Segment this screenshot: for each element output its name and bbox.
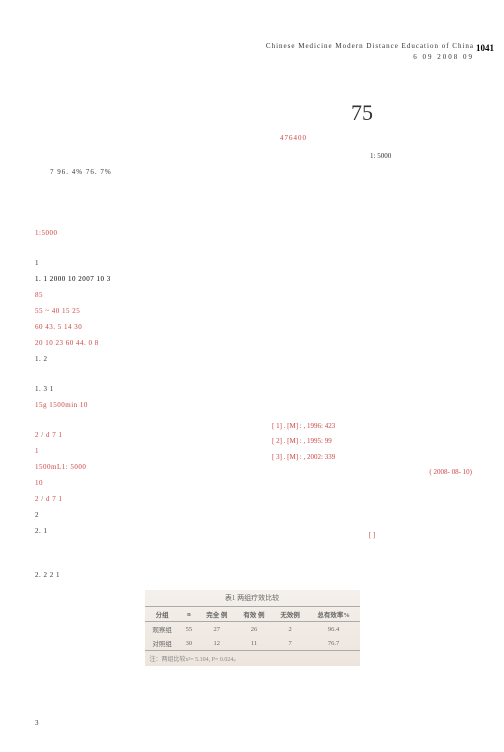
results-table: 分组 n 完全 例 有效 例 无效例 总有效率% 观察组 55 27 26 2 … [145, 606, 360, 651]
section-1: 1 [35, 256, 245, 270]
page-number: 1041 [476, 43, 494, 53]
table-row: 对照组 30 12 11 7 76.7 [145, 636, 360, 651]
issue-info: 6 09 2008 09 [413, 53, 474, 61]
table-footnote: 注：两组比较x²= 5.104, P= 0.024。 [145, 651, 360, 666]
journal-header: Chinese Medicine Modern Distance Educati… [266, 42, 474, 50]
cell: 11 [235, 636, 272, 651]
bottom-mark: [ ] [272, 529, 472, 542]
section-3: 3 [35, 716, 245, 730]
cell: 27 [198, 622, 235, 637]
body-content: 1:5000 1 1. 1 2000 10 2007 10 [30, 226, 250, 582]
section-1-1-d: 60 43. 5 14 30 [35, 320, 245, 334]
th-3: 有效 例 [235, 607, 272, 622]
cell: 96.4 [308, 622, 360, 637]
cell: 55 [180, 622, 199, 637]
section-1-3c: 2 / d 7 1 [35, 428, 245, 442]
section-1-3g: 2 / d 7 1 [35, 492, 245, 506]
th-4: 无效例 [273, 607, 308, 622]
section-2-1: 2. 1 [35, 524, 245, 538]
th-0: 分组 [145, 607, 180, 622]
section-1-3f: 10 [35, 476, 245, 490]
affiliation: 1: 5000 [370, 152, 474, 160]
cell: 76.7 [308, 636, 360, 651]
th-5: 总有效率% [308, 607, 360, 622]
ref-3: [ 3] . [M] : , 2002: 339 [272, 451, 472, 464]
abstract-line: 7 96. 4% 76. 7% [30, 168, 474, 176]
table-row: 观察组 55 27 26 2 96.4 [145, 622, 360, 637]
cell: 观察组 [145, 622, 180, 637]
section-1-3: 1. 3 1 [35, 382, 245, 396]
section-1-3b: 15g 1500min 10 [35, 398, 245, 412]
ref-1: [ 1] . [M] : , 1996: 423 [272, 420, 472, 433]
section-2-2: 2. 2 2 1 [35, 568, 245, 582]
section-1-3d: 1 [35, 444, 245, 458]
section-3-wrap: 3 [30, 716, 250, 730]
table-title: 表1 两组疗效比较 [145, 590, 360, 606]
article-title: 75 [30, 100, 504, 126]
section-1-3e: 1500mL1: 5000 [35, 460, 245, 474]
cell: 12 [198, 636, 235, 651]
article-subtitle: 476400 [280, 134, 474, 142]
th-2: 完全 例 [198, 607, 235, 622]
th-1: n [180, 607, 199, 622]
intro-text: 1:5000 [35, 226, 245, 240]
ref-2: [ 2] . [M] : , 1995: 99 [272, 435, 472, 448]
s1-1-text: 1. 1 2000 10 2007 10 [35, 275, 111, 283]
ref-date: ( 2008- 08- 10) [272, 466, 472, 479]
section-1-2: 1. 2 [35, 352, 245, 366]
cell: 30 [180, 636, 199, 651]
section-1-1-e: 20 10 23 60 44. 0 8 [35, 336, 245, 350]
cell: 对照组 [145, 636, 180, 651]
section-1-1-a: 1. 1 2000 10 2007 10 [35, 272, 245, 286]
comparison-table: 表1 两组疗效比较 分组 n 完全 例 有效 例 无效例 总有效率% 观察组 5… [145, 590, 360, 666]
cell: 2 [273, 622, 308, 637]
section-1-1-c: 55 ~ 40 15 25 [35, 304, 245, 318]
cell: 26 [235, 622, 272, 637]
cell: 7 [273, 636, 308, 651]
section-2: 2 [35, 508, 245, 522]
section-1-1-b: 85 [35, 288, 245, 302]
references: [ 1] . [M] : , 1996: 423 [ 2] . [M] : , … [272, 420, 472, 542]
